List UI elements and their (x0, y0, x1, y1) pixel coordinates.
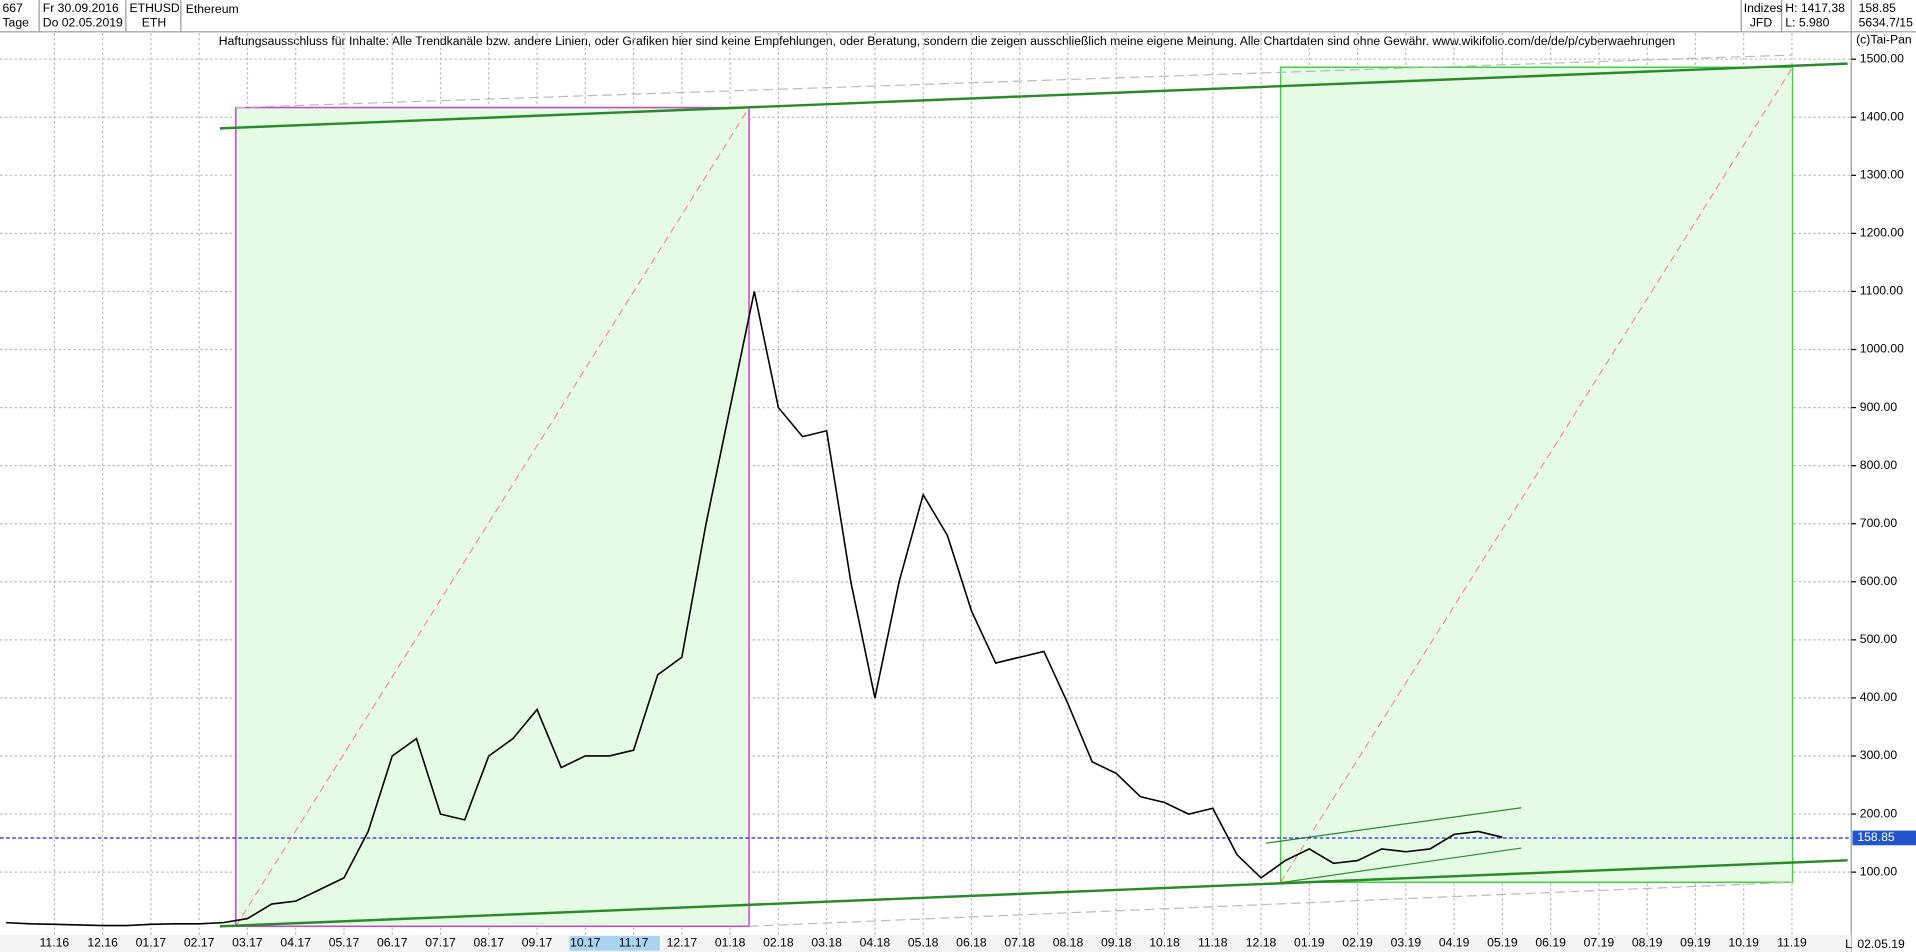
info: 5634.7/15 (1859, 15, 1914, 29)
x-tick-label: 11.17 (619, 936, 649, 950)
x-tick-label: 07.17 (425, 936, 456, 950)
y-tick-label: 600.00 (1860, 574, 1898, 588)
x-tick-label: 06.19 (1535, 936, 1566, 950)
x-axis-band (0, 934, 1852, 952)
y-tick-label: 400.00 (1860, 690, 1898, 704)
y-tick-label: 1000.00 (1860, 342, 1904, 356)
period[interactable]: Tage (2, 15, 29, 29)
high: H: 1417.38 (1785, 1, 1845, 15)
y-tick-label: 700.00 (1860, 516, 1898, 530)
x-tick-label: 12.17 (667, 936, 698, 950)
x-tick-label: 09.18 (1101, 936, 1132, 950)
x-tick-label: 09.17 (522, 936, 553, 950)
symbol-short: ETH (142, 15, 166, 29)
x-tick-label: 03.19 (1391, 936, 1422, 950)
last-date: 02.05.19 (1857, 937, 1905, 951)
y-tick-label: 1100.00 (1860, 284, 1903, 298)
x-tick-label: 10.18 (1149, 936, 1180, 950)
trend-dashed (235, 54, 1793, 109)
symbol: ETHUSD (130, 1, 180, 15)
x-tick-label: 04.19 (1439, 936, 1470, 950)
x-tick-label: 08.17 (474, 936, 505, 950)
disclaimer: Haftungsausschluss für Inhalte: Alle Tre… (219, 34, 1675, 48)
x-tick-label: 01.17 (136, 936, 167, 950)
x-tick-label: 08.18 (1053, 936, 1084, 950)
diagonal (235, 107, 750, 927)
x-tick-label: 05.18 (908, 936, 939, 950)
x-tick-label: 01.19 (1294, 936, 1325, 950)
y-tick-label: 200.00 (1860, 806, 1898, 820)
x-tick-label: 07.19 (1584, 936, 1615, 950)
x-tick-label: 05.19 (1487, 936, 1518, 950)
instrument-name: Ethereum (186, 2, 239, 16)
x-tick-label: 11.16 (40, 936, 70, 950)
diagonal (1280, 66, 1794, 883)
current-price-label: 158.85 (1857, 830, 1895, 844)
x-tick-label: 10.19 (1728, 936, 1759, 950)
x-tick-label: 12.16 (87, 936, 118, 950)
market: Indizes (1744, 1, 1783, 15)
y-tick-label: 100.00 (1860, 864, 1898, 878)
current-price-box (1852, 830, 1916, 846)
y-tick-label: 1300.00 (1860, 168, 1904, 182)
y-tick-label: 1400.00 (1860, 109, 1904, 123)
x-tick-label: 02.18 (763, 936, 794, 950)
x-tick-label: 03.18 (811, 936, 842, 950)
x-tick-label: 03.17 (232, 936, 263, 950)
x-tick-label: 11.19 (1777, 936, 1807, 950)
x-tick-label: 08.19 (1632, 936, 1663, 950)
price-line (6, 291, 1503, 927)
x-tick-label: 04.18 (860, 936, 891, 950)
channel-upper (1265, 807, 1522, 844)
copyright: (c)Tai-Pan (1856, 33, 1912, 47)
trend-lower (219, 859, 1848, 928)
low: L: 5.980 (1785, 15, 1829, 29)
y-tick-label: 1500.00 (1860, 51, 1904, 65)
chart-id[interactable]: 667 (2, 1, 23, 15)
broker: JFD (1750, 15, 1773, 29)
x-tick-label: 05.17 (329, 936, 360, 950)
scale-mode[interactable]: L (1845, 937, 1852, 951)
y-tick-label: 1200.00 (1860, 226, 1904, 240)
x-tick-label: 07.18 (1004, 936, 1035, 950)
x-tick-label: 02.19 (1342, 936, 1373, 950)
y-tick-label: 800.00 (1860, 458, 1898, 472)
to-date: Do 02.05.2019 (43, 15, 123, 29)
y-tick-label: 300.00 (1860, 748, 1898, 762)
x-axis-highlight (569, 936, 660, 951)
trend-dashed (749, 881, 1793, 927)
trend-upper (219, 62, 1848, 130)
x-tick-label: 02.17 (184, 936, 215, 950)
y-tick-label: 900.00 (1860, 400, 1898, 414)
x-tick-label: 04.17 (280, 936, 311, 950)
x-tick-label: 06.18 (956, 936, 987, 950)
from-date: Fr 30.09.2016 (43, 1, 119, 15)
x-tick-label: 06.17 (377, 936, 408, 950)
last: 158.85 (1859, 1, 1897, 15)
x-tick-label: 01.18 (715, 936, 746, 950)
x-tick-label: 12.18 (1246, 936, 1277, 950)
x-tick-label: 09.19 (1680, 936, 1711, 950)
x-tick-label: 11.18 (1198, 936, 1228, 950)
channel-lower (1282, 847, 1522, 883)
y-tick-label: 500.00 (1860, 632, 1898, 646)
x-tick-label: 10.17 (570, 936, 601, 950)
